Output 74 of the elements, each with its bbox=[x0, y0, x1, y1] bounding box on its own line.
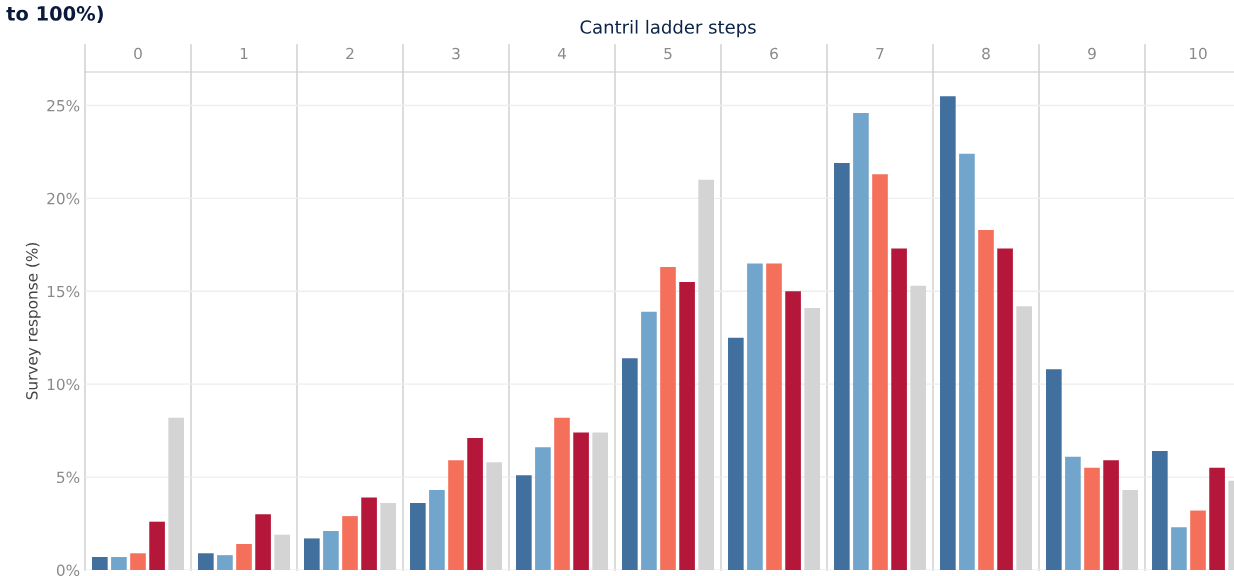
chart-title: to 100%) bbox=[6, 5, 103, 24]
bar bbox=[747, 263, 763, 570]
bar bbox=[361, 497, 377, 570]
bar bbox=[448, 460, 464, 570]
bar bbox=[853, 112, 869, 570]
bar bbox=[323, 530, 339, 570]
y-tick-label: 10% bbox=[47, 378, 80, 391]
bar bbox=[698, 179, 714, 570]
bar bbox=[959, 153, 975, 570]
bar bbox=[1103, 460, 1119, 570]
bar bbox=[592, 432, 608, 570]
bar bbox=[910, 285, 926, 570]
bar bbox=[1016, 306, 1032, 570]
x-tick-label: 5 bbox=[664, 47, 672, 60]
bar bbox=[467, 438, 483, 570]
bar bbox=[255, 514, 271, 570]
x-axis-title: Cantril ladder steps bbox=[580, 19, 756, 38]
bar bbox=[834, 163, 850, 570]
bar bbox=[130, 553, 146, 570]
bar bbox=[872, 174, 888, 570]
bar bbox=[111, 556, 127, 570]
y-axis-title: Survey response (%) bbox=[25, 242, 41, 400]
bar bbox=[168, 417, 184, 570]
bar bbox=[1065, 456, 1081, 570]
x-tick-label: 3 bbox=[452, 47, 460, 60]
bar bbox=[766, 263, 782, 570]
bar bbox=[573, 432, 589, 570]
bar bbox=[554, 417, 570, 570]
bar bbox=[997, 248, 1013, 570]
bar bbox=[1046, 369, 1062, 570]
bar bbox=[410, 503, 426, 570]
x-tick-label: 8 bbox=[982, 47, 990, 60]
bar bbox=[198, 553, 214, 570]
bar bbox=[728, 337, 744, 570]
x-tick-label: 6 bbox=[770, 47, 778, 60]
bar bbox=[804, 307, 820, 570]
bar bbox=[429, 490, 445, 570]
y-tick-label: 5% bbox=[57, 471, 80, 484]
x-tick-label: 1 bbox=[240, 47, 248, 60]
bar bbox=[342, 516, 358, 570]
bar bbox=[486, 462, 502, 570]
bar bbox=[516, 475, 532, 570]
bar bbox=[891, 248, 907, 570]
y-tick-label: 20% bbox=[47, 192, 80, 205]
bar bbox=[1171, 527, 1187, 570]
bar bbox=[92, 556, 108, 570]
y-tick-label: 15% bbox=[47, 285, 80, 298]
bar bbox=[622, 358, 638, 570]
x-tick-label: 4 bbox=[557, 47, 566, 60]
x-tick-label: 9 bbox=[1088, 47, 1096, 60]
bar bbox=[380, 503, 396, 570]
y-tick-label: 0% bbox=[56, 564, 80, 576]
bar bbox=[1084, 467, 1100, 570]
bar bbox=[274, 534, 290, 570]
y-tick-label: 25% bbox=[47, 99, 80, 112]
bar bbox=[149, 521, 165, 570]
bar bbox=[785, 291, 801, 570]
bar bbox=[1209, 467, 1225, 570]
bar bbox=[217, 555, 233, 570]
bar bbox=[1122, 490, 1138, 570]
bar bbox=[1190, 510, 1206, 570]
x-tick-label: 0 bbox=[134, 47, 142, 60]
bar bbox=[940, 96, 956, 570]
bar bbox=[679, 281, 695, 570]
bar bbox=[304, 538, 320, 570]
x-tick-label: 2 bbox=[346, 47, 354, 60]
bar bbox=[660, 267, 676, 570]
x-tick-label: 10 bbox=[1189, 47, 1207, 60]
x-tick-label: 7 bbox=[876, 47, 884, 60]
bar bbox=[236, 543, 252, 570]
bar bbox=[535, 447, 551, 570]
bar bbox=[641, 311, 657, 570]
bar bbox=[1152, 451, 1168, 570]
bar bbox=[978, 229, 994, 570]
